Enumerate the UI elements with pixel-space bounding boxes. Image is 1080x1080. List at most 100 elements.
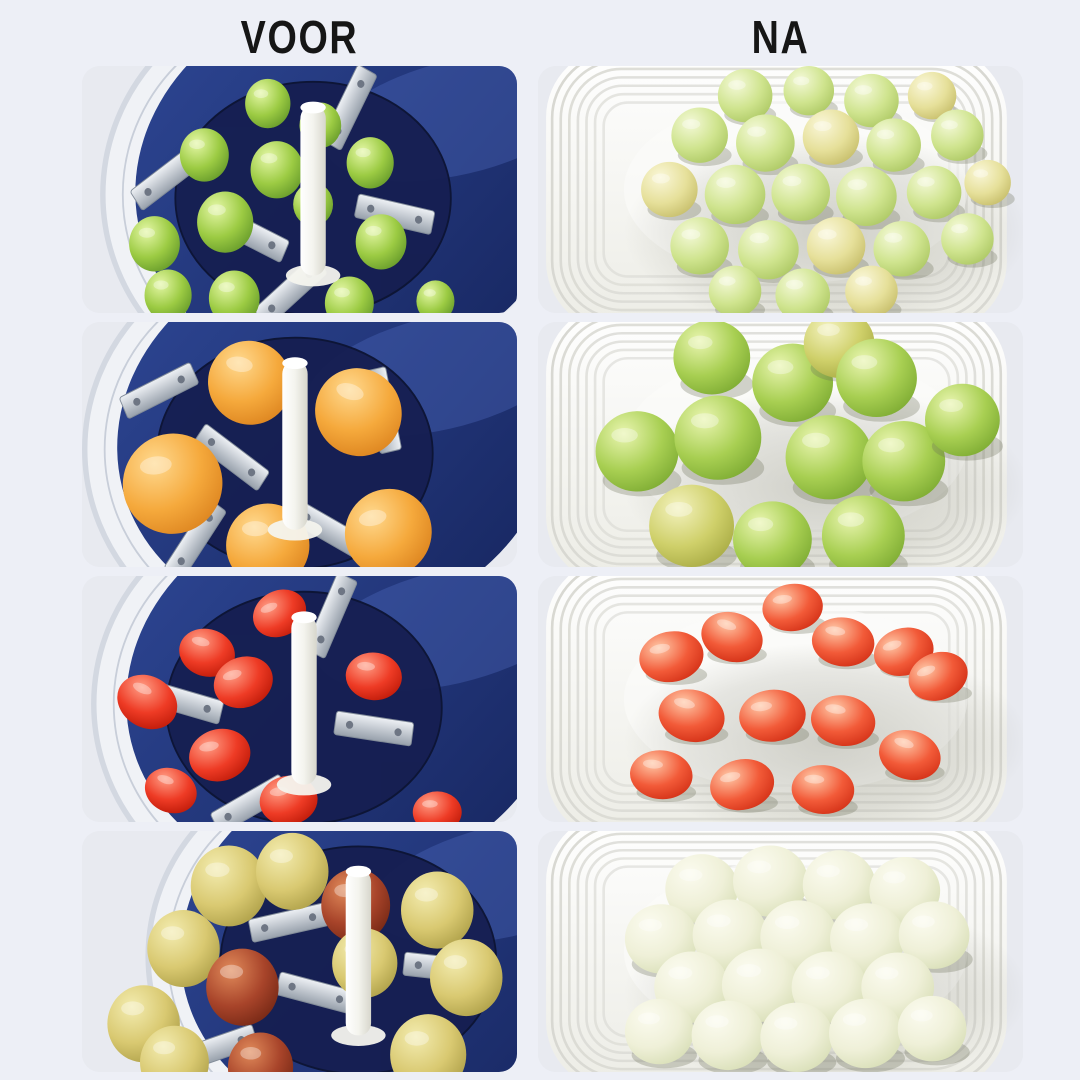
loquats-in-peeler-graphic: [82, 322, 517, 567]
peeled_pale-fruit: [624, 998, 697, 1069]
peeled_tomato-fruit: [658, 689, 729, 745]
peeled_grape_gold-fruit: [641, 161, 702, 221]
tomato-fruit: [213, 656, 273, 709]
peeler-blade: [119, 362, 199, 419]
panel-plums-after: [538, 322, 1023, 567]
panel-loquats-before: [82, 322, 517, 567]
peeled_grape-fruit: [775, 268, 834, 313]
green_plum-fruit: [862, 420, 949, 507]
peeled_tomato-fruit: [630, 750, 697, 803]
grape-fruit: [355, 214, 407, 270]
peeler-blade: [354, 193, 435, 235]
peeled_grape-fruit: [906, 165, 966, 223]
peeled_grape-fruit: [836, 166, 901, 230]
peeler-blade: [333, 710, 415, 747]
peeled_tomato-fruit: [908, 651, 972, 703]
loquat-fruit: [208, 340, 292, 425]
jujube_red-fruit: [206, 948, 279, 1026]
peeled_grape-fruit: [931, 109, 988, 164]
green_plum-fruit: [924, 383, 1003, 461]
grape-fruit: [250, 141, 304, 199]
peeled_grape-fruit: [704, 164, 769, 228]
peeled_tomato-fruit: [791, 765, 858, 817]
peeler-blade: [164, 498, 226, 567]
green_plum-fruit: [836, 338, 920, 422]
tomato-fruit: [117, 674, 178, 730]
peeled_tomato-fruit: [879, 730, 945, 783]
grape-fruit: [416, 280, 455, 313]
yellow_plum-fruit: [649, 484, 737, 567]
center-post: [331, 865, 386, 1046]
peeled_pale-fruit: [829, 998, 905, 1072]
peeled_grape_gold-fruit: [802, 109, 863, 169]
peeled_grape-fruit: [873, 221, 934, 280]
peeled_grape-fruit: [771, 163, 834, 225]
tomato-fruit: [179, 628, 235, 677]
tomato-fruit: [144, 767, 197, 814]
peeled-green-plums-on-plate-graphic: [538, 322, 1023, 567]
after-heading: NA: [751, 11, 810, 63]
before-heading: VOOR: [240, 11, 359, 63]
grape-fruit: [144, 269, 192, 313]
peeled_grape-fruit: [866, 118, 925, 175]
jujube-fruit: [430, 938, 503, 1017]
peeler-blade: [193, 424, 270, 491]
tomato-fruit: [412, 791, 462, 822]
green_plum-fruit: [674, 395, 765, 485]
jujubes-in-peeler-graphic: [82, 831, 517, 1072]
tomato-fruit: [345, 652, 402, 701]
green_plum-fruit: [673, 322, 754, 399]
green-grapes-in-peeler-graphic: [82, 66, 517, 313]
grape-fruit: [245, 78, 291, 129]
peeled_tomato-fruit: [810, 695, 879, 749]
jujube-fruit: [190, 845, 267, 927]
panel-pale-fruit-after: [538, 831, 1023, 1072]
jujube-fruit: [147, 910, 220, 988]
peeled_grape-fruit: [717, 68, 777, 126]
peeled_tomato-fruit: [639, 631, 708, 685]
peeled_pale-fruit: [897, 995, 970, 1066]
loquat-fruit: [122, 433, 223, 534]
jujube-fruit: [140, 1025, 209, 1072]
loquat-fruit: [315, 368, 402, 457]
tomato-fruit: [189, 728, 251, 782]
loquat-fruit: [344, 488, 432, 567]
panel-grapes-before: [82, 66, 517, 313]
cherry-tomatoes-in-peeler-graphic: [82, 576, 517, 822]
panel-tomatoes-before: [82, 576, 517, 822]
peeled_grape_gold-fruit: [907, 71, 961, 123]
peeled_pale-fruit: [691, 1000, 768, 1072]
peeled_tomato-fruit: [762, 583, 827, 634]
peeled-tomatoes-on-plate-graphic: [538, 576, 1023, 822]
peeled_grape_gold-fruit: [806, 217, 869, 278]
green_plum-fruit: [595, 411, 682, 497]
grape-fruit: [208, 270, 260, 313]
peeled_grape_gold-fruit: [964, 159, 1015, 209]
peeled_tomato-fruit: [739, 689, 810, 745]
peeled_pale-fruit: [760, 1002, 837, 1072]
panel-jujubes-before: [82, 831, 517, 1072]
grape-fruit: [129, 216, 180, 272]
jujube-fruit: [390, 1014, 467, 1072]
green_plum-fruit: [785, 415, 876, 505]
peeled_tomato-fruit: [710, 759, 778, 813]
peeled_grape-fruit: [708, 265, 766, 313]
panel-grapes-after: [538, 66, 1023, 313]
peeled_grape-fruit: [671, 107, 732, 167]
peeled_tomato-fruit: [701, 611, 767, 665]
peeled-pale-fruit-on-plate-graphic: [538, 831, 1023, 1072]
peeled-grapes-on-plate-graphic: [538, 66, 1023, 313]
jujube-fruit: [401, 871, 474, 949]
center-post: [276, 611, 332, 796]
peeled_tomato-fruit: [811, 617, 878, 670]
peeled_grape_gold-fruit: [845, 265, 902, 313]
grape-fruit: [346, 137, 394, 189]
grape-fruit: [324, 276, 374, 313]
grape-fruit: [179, 128, 229, 182]
green_plum-fruit: [821, 495, 908, 567]
jujube-fruit: [256, 832, 329, 911]
center-post: [285, 101, 341, 287]
peeled_grape-fruit: [941, 213, 998, 268]
center-post: [267, 357, 323, 541]
